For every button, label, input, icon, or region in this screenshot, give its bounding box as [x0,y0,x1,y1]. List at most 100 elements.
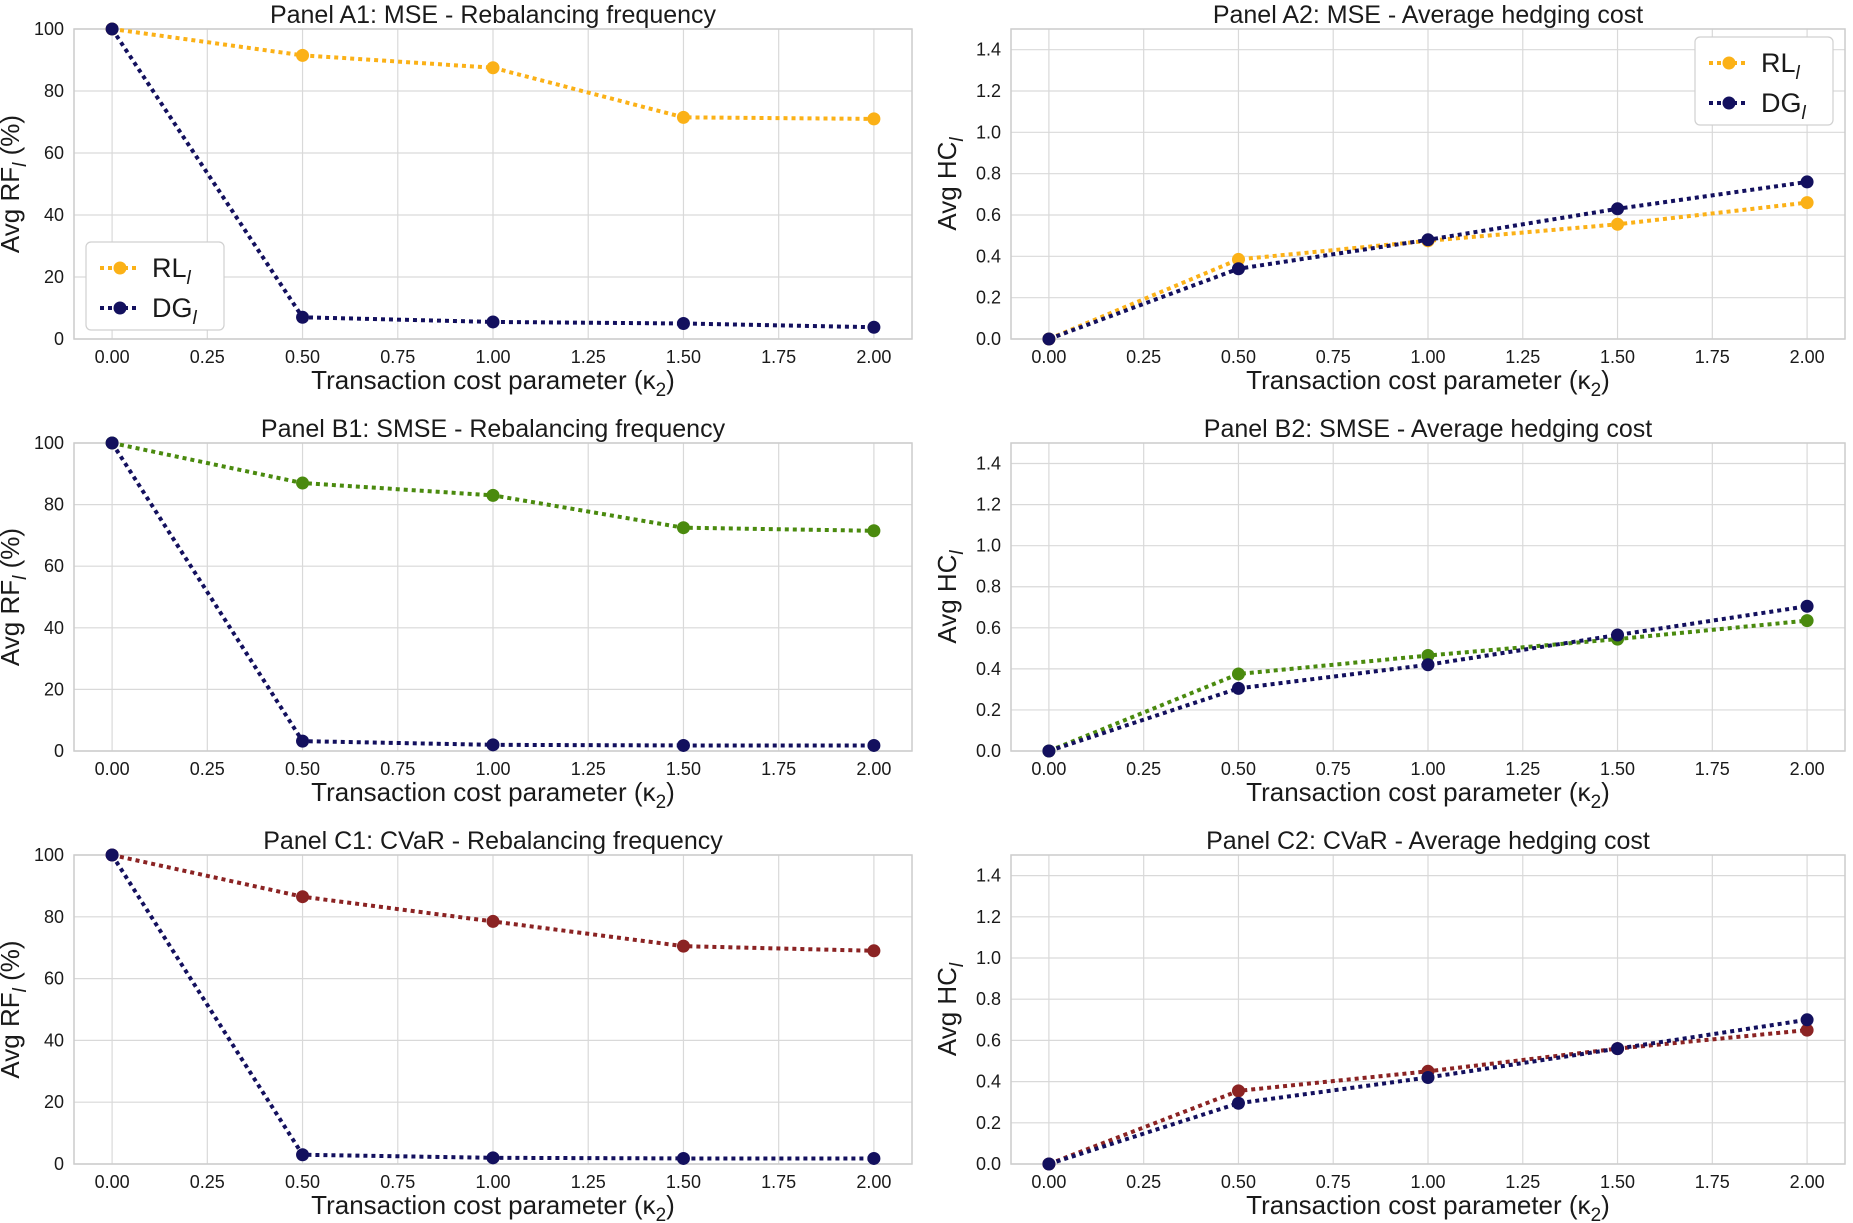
data-point-rl [1231,252,1245,266]
y-tick-label: 60 [44,556,64,576]
y-axis-label: Avg HCl [932,550,968,644]
x-axis-label-text: Transaction cost parameter (κ [1246,1190,1591,1220]
legend-label-subscript: l [187,268,192,289]
y-tick-label: 80 [44,907,64,927]
chart-title: Panel B1: SMSE - Rebalancing frequency [261,415,726,443]
data-point-dg [1800,175,1814,189]
data-point-rl [296,48,310,62]
data-point-dg [1231,1096,1245,1110]
y-tick-label: 80 [44,81,64,101]
x-tick-label: 0.25 [1126,1172,1161,1192]
y-axis-label-subscript: l [947,550,968,555]
legend-label-dg: DGl [152,293,198,329]
data-point-rl [867,944,881,958]
x-tick-label: 0.75 [380,347,415,367]
y-tick-label: 1.4 [976,40,1001,60]
y-tick-label: 0 [54,1154,64,1174]
data-point-rl [867,112,881,126]
y-tick-label: 0.6 [976,618,1001,638]
data-point-rl [486,914,500,928]
y-axis-label: Avg RFl (%) [0,528,31,666]
x-tick-label: 0.00 [95,347,130,367]
x-tick-label: 1.50 [1600,347,1635,367]
data-point-rl [1800,614,1814,628]
panel-c1: 0.00 0.25 0.50 0.75 1.00 1.25 1.50 1.75 2.00 0 20 4… [0,827,913,1223]
x-tick-label: 0.75 [1316,1172,1351,1192]
x-tick-label: 0.25 [1126,759,1161,779]
x-tick-label: 0.00 [1031,347,1066,367]
y-tick-label: 60 [44,143,64,163]
x-axis-label-close: ) [666,1190,675,1220]
x-axis-label-text: Transaction cost parameter (κ [1246,777,1591,807]
x-tick-label: 0.00 [1031,759,1066,779]
x-axis-label-close: ) [1601,1190,1610,1220]
chart-title: Panel C1: CVaR - Rebalancing frequency [263,827,723,855]
legend-label-subscript: l [1802,103,1807,124]
x-tick-label: 0.25 [190,1172,225,1192]
data-point-dg [1231,681,1245,695]
data-point-rl [1231,667,1245,681]
x-tick-label: 0.00 [95,1172,130,1192]
chart-title: Panel C2: CVaR - Average hedging cost [1206,827,1650,855]
y-tick-label: 1.4 [976,454,1001,474]
y-tick-label: 0.4 [976,1072,1001,1092]
x-tick-label: 1.00 [475,759,510,779]
x-tick-label: 2.00 [1790,1172,1825,1192]
x-tick-label: 1.50 [666,1172,701,1192]
x-axis-label-subscript: 2 [656,380,667,401]
x-tick-label: 0.50 [285,1172,320,1192]
y-axis-label-subscript: l [947,962,968,967]
legend-marker-rl [1722,56,1736,70]
data-point-rl [1421,649,1435,663]
y-tick-label: 0.2 [976,288,1001,308]
x-tick-label: 1.25 [571,759,606,779]
x-tick-label: 1.00 [1410,347,1445,367]
y-tick-label: 40 [44,1030,64,1050]
y-axis-label-text: Avg RF [0,167,25,253]
plot-frame [1010,442,1846,752]
x-tick-label: 1.75 [761,759,796,779]
y-tick-label: 1.2 [976,495,1001,515]
chart-title: Panel A1: MSE - Rebalancing frequency [270,1,717,29]
data-point-dg [105,436,119,450]
x-tick-label: 0.50 [285,347,320,367]
x-axis-label: Transaction cost parameter (κ2) [1246,777,1610,813]
y-tick-label: 20 [44,1092,64,1112]
data-point-rl [296,890,310,904]
y-axis-label-subscript: l [10,575,31,580]
y-tick-label: 20 [44,267,64,287]
y-axis-label-suffix: (%) [0,528,25,576]
x-axis-label: Transaction cost parameter (κ2) [1246,365,1610,401]
y-tick-label: 1.2 [976,81,1001,101]
series-line-rl [1048,200,1808,341]
data-point-dg [867,1151,881,1165]
x-tick-label: 1.00 [1410,759,1445,779]
x-tick-label: 1.00 [1410,1172,1445,1192]
y-tick-label: 1.0 [976,948,1001,968]
data-point-rl [676,110,690,124]
y-tick-label: 0.0 [976,741,1001,761]
x-axis-label-close: ) [1601,777,1610,807]
y-tick-label: 40 [44,205,64,225]
y-tick-label: 100 [34,433,64,453]
y-axis-label-text: Avg RF [0,580,25,666]
data-point-dg [1800,599,1814,613]
data-point-dg [296,310,310,324]
panel-c2: 0.00 0.25 0.50 0.75 1.00 1.25 1.50 1.75 2.00 0.0 0… [932,827,1846,1223]
legend-marker-dg [113,301,127,315]
x-tick-label: 0.75 [380,1172,415,1192]
data-point-dg [1042,1157,1056,1171]
x-tick-label: 0.75 [1316,347,1351,367]
y-axis-label-suffix: (%) [0,940,25,988]
data-point-dg [1611,628,1625,642]
y-axis-label-subscript: l [947,137,968,142]
y-axis-label: Avg RFl (%) [0,940,31,1078]
legend-marker-rl [113,261,127,275]
y-tick-label: 0.2 [976,700,1001,720]
x-axis-label-text: Transaction cost parameter (κ [1246,365,1591,395]
data-point-dg [1421,233,1435,247]
y-tick-label: 0.4 [976,246,1001,266]
x-axis-label-subscript: 2 [656,792,667,813]
